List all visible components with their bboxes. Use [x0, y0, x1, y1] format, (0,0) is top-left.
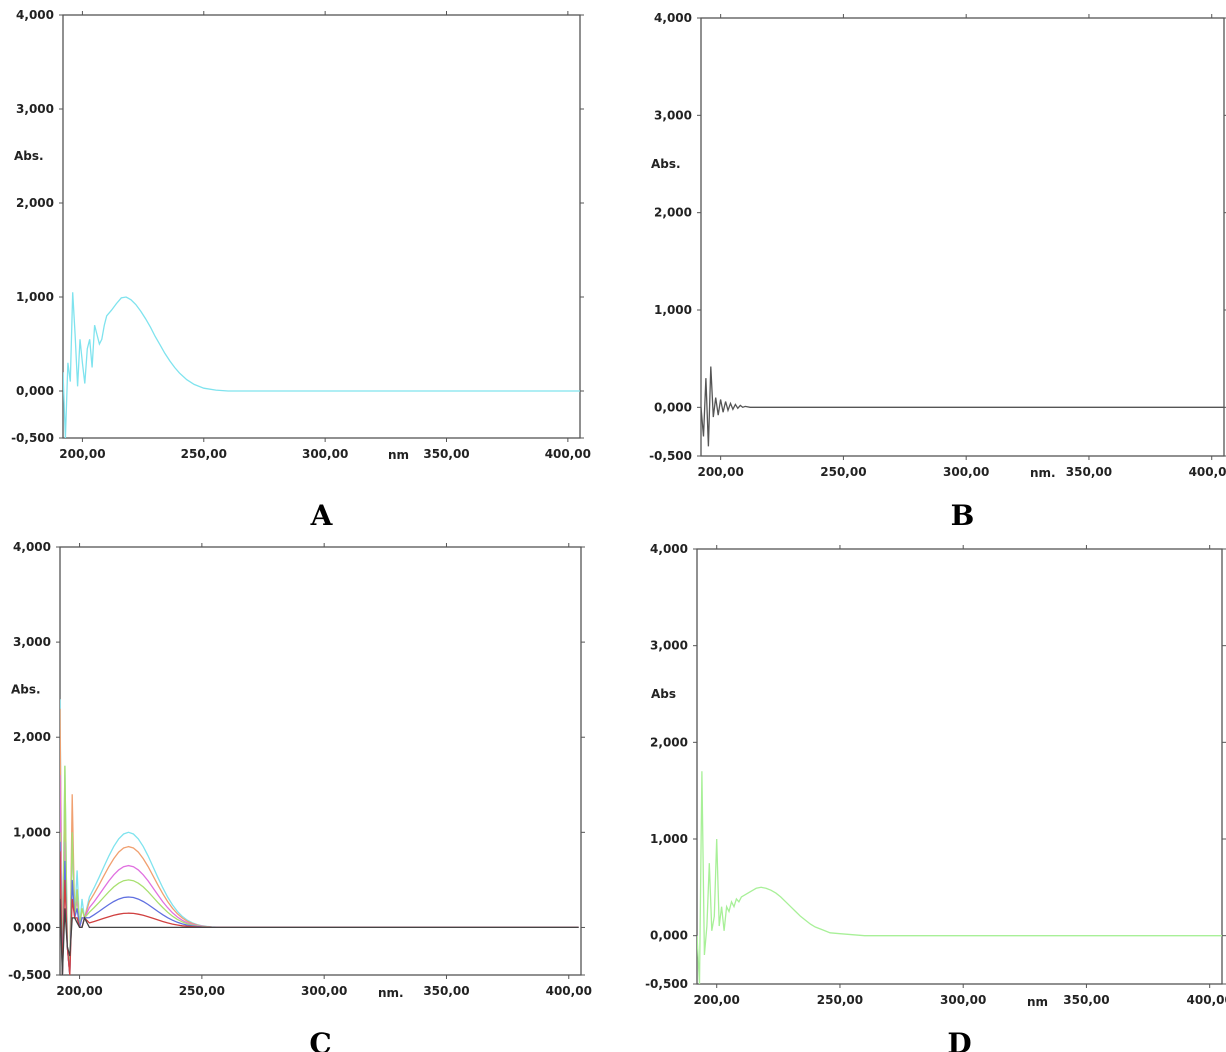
x-tick-label: 350,00 — [423, 984, 469, 998]
x-tick-label: 200,00 — [697, 465, 743, 479]
x-tick-label: 350,00 — [1063, 993, 1109, 1007]
x-tick-label: 400,00 — [1187, 993, 1226, 1007]
plot-frame — [696, 548, 1223, 985]
series-line-1 — [701, 366, 1224, 447]
y-tick-label: 3,000 — [13, 635, 51, 649]
x-tick-label: 300,00 — [301, 984, 347, 998]
plot-frame — [700, 17, 1225, 457]
y-tick-label: 0,000 — [650, 929, 688, 943]
x-axis-label: nm. — [378, 986, 404, 1000]
x-tick-label: 400,00 — [546, 984, 592, 998]
x-tick-label: 300,00 — [940, 993, 986, 1007]
x-axis-label: nm — [1027, 995, 1048, 1009]
x-tick-label: 250,00 — [181, 447, 227, 461]
x-tick-label: 200,00 — [59, 447, 105, 461]
y-tick-label: 0,000 — [16, 384, 54, 398]
y-tick-label: 4,000 — [16, 8, 54, 22]
y-tick-label: 2,000 — [13, 730, 51, 744]
y-tick-label: -0,500 — [11, 431, 54, 445]
x-axis-label: nm. — [1030, 466, 1056, 480]
x-tick-label: 250,00 — [820, 465, 866, 479]
y-tick-label: 2,000 — [654, 206, 692, 220]
panel-label: A — [310, 499, 334, 532]
x-tick-label: 300,00 — [943, 465, 989, 479]
y-tick-label: 0,000 — [654, 400, 692, 414]
chart-panel-b: -0,500 0,000 1,000 2,000 3,000 4,000 200,00 250… — [649, 11, 1226, 532]
y-tick-label: 3,000 — [654, 108, 692, 122]
y-tick-label: 0,000 — [13, 920, 51, 934]
series-line-1 — [60, 699, 579, 975]
y-tick-label: 4,000 — [13, 540, 51, 554]
y-tick-label: 2,000 — [650, 735, 688, 749]
plot-frame — [62, 14, 581, 439]
panel-label: B — [951, 499, 975, 532]
x-tick-label: 400,00 — [545, 447, 591, 461]
y-tick-label: -0,500 — [649, 449, 692, 463]
x-tick-label: 300,00 — [302, 447, 348, 461]
x-tick-label: 200,00 — [56, 984, 102, 998]
series-line-1 — [697, 771, 1222, 984]
y-tick-label: 2,000 — [16, 196, 54, 210]
chart-panel-d: -0,500 0,000 1,000 2,000 3,000 4,000 200,00 250… — [645, 542, 1226, 1052]
series-line-1 — [63, 292, 580, 438]
y-tick-label: 4,000 — [654, 11, 692, 25]
x-axis-label: nm — [388, 448, 409, 462]
panel-label: C — [309, 1027, 331, 1052]
y-tick-label: 4,000 — [650, 542, 688, 556]
plot-frame — [59, 546, 582, 976]
y-tick-label: 3,000 — [16, 102, 54, 116]
x-tick-label: 250,00 — [817, 993, 863, 1007]
y-tick-label: 3,000 — [650, 639, 688, 653]
y-tick-label: 1,000 — [650, 832, 688, 846]
chart-panel-c: -0,500 0,000 1,000 2,000 3,000 4,000 200,00 250… — [8, 540, 592, 1052]
series-line-5 — [60, 841, 579, 975]
series-line-7 — [60, 898, 579, 975]
y-tick-label: 1,000 — [654, 303, 692, 317]
x-tick-label: 400,00 — [1189, 465, 1226, 479]
panel-label: D — [947, 1027, 971, 1052]
x-tick-label: 350,00 — [1066, 465, 1112, 479]
x-tick-label: 250,00 — [179, 984, 225, 998]
series-line-4 — [60, 765, 579, 975]
y-axis-label: Abs. — [14, 149, 44, 163]
series-line-2 — [60, 708, 579, 975]
y-tick-label: 1,000 — [13, 825, 51, 839]
chart-panel-a: -0,500 0,000 1,000 2,000 3,000 4,000 200,00 250… — [11, 8, 591, 532]
y-axis-label: Abs — [651, 687, 676, 701]
x-tick-label: 200,00 — [694, 993, 740, 1007]
y-tick-label: -0,500 — [8, 968, 51, 982]
y-axis-label: Abs. — [651, 157, 681, 171]
x-tick-label: 350,00 — [423, 447, 469, 461]
y-axis-label: Abs. — [11, 683, 41, 697]
series-line-3 — [60, 775, 579, 975]
y-tick-label: -0,500 — [645, 977, 688, 991]
y-tick-label: 1,000 — [16, 290, 54, 304]
